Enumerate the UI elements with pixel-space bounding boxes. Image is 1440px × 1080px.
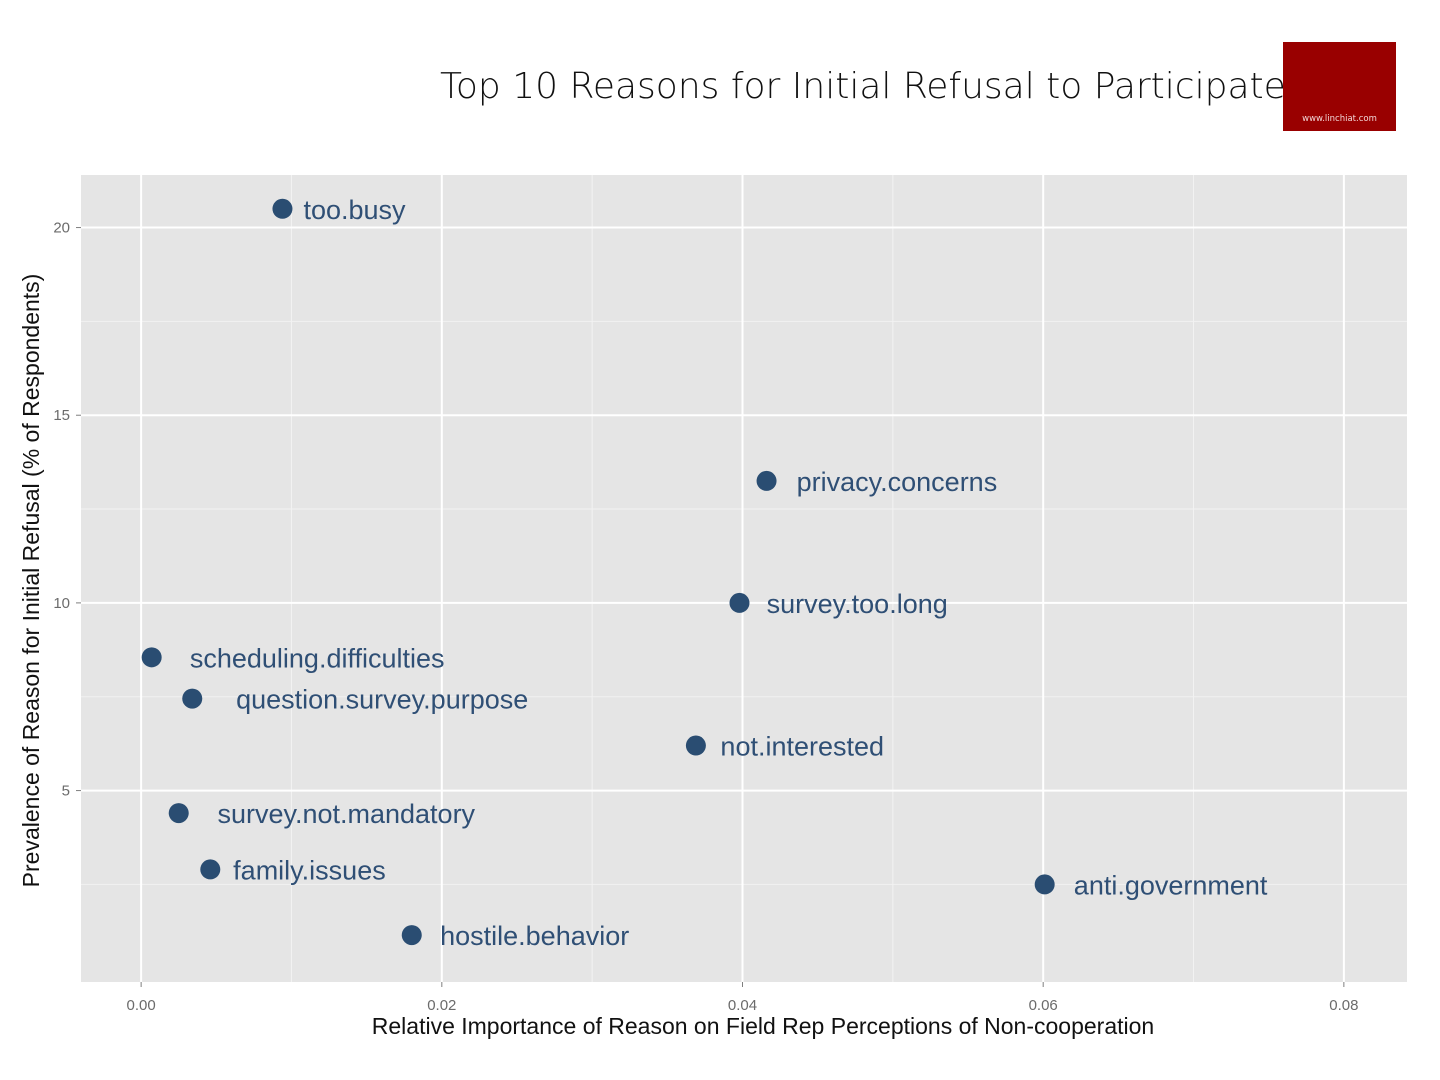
data-points: too.busy privacy.concerns survey.too.long s… bbox=[141, 195, 1268, 951]
x-tick-label: 0.08 bbox=[1329, 997, 1358, 1014]
data-point bbox=[685, 735, 706, 756]
data-point bbox=[272, 198, 293, 219]
data-point-label: not.interested bbox=[720, 732, 884, 762]
data-point-label: anti.government bbox=[1074, 870, 1268, 900]
x-axis-ticks: 0.00 0.02 0.04 0.06 0.08 bbox=[127, 982, 1358, 1014]
data-point-label: scheduling.difficulties bbox=[190, 643, 445, 673]
data-point bbox=[756, 470, 777, 491]
data-point bbox=[401, 925, 422, 946]
y-axis-ticks: 5 10 15 20 bbox=[53, 220, 81, 800]
y-tick-label: 15 bbox=[53, 407, 70, 424]
y-tick-label: 5 bbox=[62, 783, 70, 800]
data-point-label: survey.too.long bbox=[767, 589, 948, 619]
data-point bbox=[168, 803, 189, 824]
watermark-text: www.linchiat.com bbox=[1302, 114, 1377, 124]
x-tick-label: 0.06 bbox=[1029, 997, 1058, 1014]
data-point bbox=[729, 592, 750, 613]
data-point-label: family.issues bbox=[233, 855, 386, 885]
data-point bbox=[1034, 874, 1055, 895]
data-point-label: too.busy bbox=[303, 195, 406, 225]
chart-title: Top 10 Reasons for Initial Refusal to Pa… bbox=[440, 66, 1286, 107]
y-tick-label: 20 bbox=[53, 220, 70, 237]
data-point-label: hostile.behavior bbox=[440, 921, 629, 951]
y-tick-label: 10 bbox=[53, 595, 70, 612]
data-point-label: privacy.concerns bbox=[797, 467, 998, 497]
watermark-logo: www.linchiat.com bbox=[1283, 42, 1396, 131]
data-point bbox=[141, 647, 162, 668]
minor-gridlines bbox=[81, 175, 1407, 982]
x-tick-label: 0.02 bbox=[427, 997, 456, 1014]
data-point bbox=[182, 688, 203, 709]
major-gridlines bbox=[81, 175, 1407, 982]
data-point-label: question.survey.purpose bbox=[236, 685, 528, 715]
x-tick-label: 0.00 bbox=[127, 997, 156, 1014]
plot-background bbox=[81, 175, 1407, 982]
data-point-label: survey.not.mandatory bbox=[217, 799, 475, 829]
x-axis-title: Relative Importance of Reason on Field R… bbox=[372, 1013, 1154, 1039]
data-point bbox=[200, 859, 221, 880]
x-tick-label: 0.04 bbox=[728, 997, 757, 1014]
y-axis-title: Prevalence of Reason for Initial Refusal… bbox=[18, 274, 44, 888]
